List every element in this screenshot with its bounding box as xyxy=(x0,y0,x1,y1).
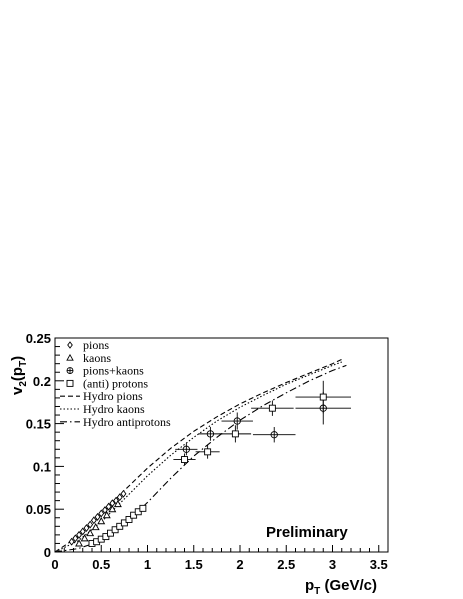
x-tick-label: 0.5 xyxy=(92,557,110,572)
marker-diamond xyxy=(83,524,90,532)
marker-diamond xyxy=(101,506,108,515)
data-points xyxy=(68,380,351,547)
legend-label: Hydro pions xyxy=(83,389,143,403)
x-axis-label-unit: (GeV/c) xyxy=(320,577,377,594)
curve-dashdot xyxy=(54,364,347,553)
legend-label: pions+kaons xyxy=(83,364,144,378)
marker-diamond xyxy=(76,530,83,539)
marker-diamond xyxy=(67,341,73,349)
marker-square xyxy=(125,516,133,523)
marker-diamond xyxy=(90,516,97,525)
x-tick-label: 2 xyxy=(236,557,243,572)
marker-diamond xyxy=(98,509,105,518)
y-tick-label: 0 xyxy=(44,545,51,560)
y-axis-label-main: v xyxy=(9,386,26,395)
marker-square xyxy=(204,448,212,456)
x-tick-label: 3 xyxy=(329,557,336,572)
marker-diamond xyxy=(105,502,112,511)
marker-triangle xyxy=(108,505,117,513)
y-tick-label: 0.1 xyxy=(33,459,51,474)
marker-square xyxy=(268,404,276,412)
marker-diamond xyxy=(87,520,94,529)
marker-diamond xyxy=(79,527,86,536)
y-axis-label-sub: 2 xyxy=(18,381,29,387)
axis-ticks: 0 0.5 1 1.5 2 2.5 3 3.5 0 0.05 0.1 0.15 0.2 0.25 xyxy=(26,331,389,572)
x-tick-label: 1.5 xyxy=(185,557,203,572)
x-axis-label-sub: T xyxy=(314,586,320,597)
x-axis-label-main: p xyxy=(305,577,314,594)
x-axis-label: pT (GeV/c) xyxy=(305,577,377,597)
marker-square xyxy=(181,456,188,464)
annotation-preliminary: Preliminary xyxy=(266,524,348,541)
y-tick-label: 0.2 xyxy=(33,374,51,389)
y-axis-label-arg-sub: T xyxy=(18,361,29,367)
x-tick-label: 1 xyxy=(144,557,151,572)
legend-label: pions xyxy=(83,338,109,352)
marker-triangle xyxy=(75,539,84,547)
marker-triangle xyxy=(86,529,95,537)
marker-triangle xyxy=(80,534,89,542)
marker-triangle xyxy=(66,353,74,361)
marker-diamond xyxy=(72,534,79,543)
marker-triangle xyxy=(113,499,122,508)
legend-label: Hydro kaons xyxy=(83,402,145,416)
marker-triangle xyxy=(102,511,111,519)
marker-square xyxy=(66,379,74,387)
x-tick-label: 2.5 xyxy=(277,557,295,572)
y-axis-label: v2(pT) xyxy=(9,356,29,395)
legend-label: Hydro antiprotons xyxy=(83,415,171,429)
marker-square xyxy=(139,504,147,512)
marker-diamond xyxy=(120,489,127,498)
marker-triangle xyxy=(97,517,106,525)
legend-label: (anti) protons xyxy=(83,376,148,390)
legend-label: kaons xyxy=(83,351,111,365)
y-axis-label-arg: (p xyxy=(9,367,26,381)
marker-square xyxy=(319,393,327,401)
y-tick-label: 0.25 xyxy=(26,331,51,346)
x-tick-label: 3.5 xyxy=(370,557,388,572)
marker-diamond xyxy=(94,512,101,521)
y-tick-label: 0.15 xyxy=(26,417,51,432)
marker-diamond xyxy=(68,537,75,546)
marker-square xyxy=(231,430,239,438)
y-axis-label-close: ) xyxy=(9,356,26,361)
marker-triangle xyxy=(91,523,100,531)
x-tick-label: 0 xyxy=(51,557,58,572)
y-tick-label: 0.05 xyxy=(26,502,51,517)
marker-diamond xyxy=(116,493,123,502)
